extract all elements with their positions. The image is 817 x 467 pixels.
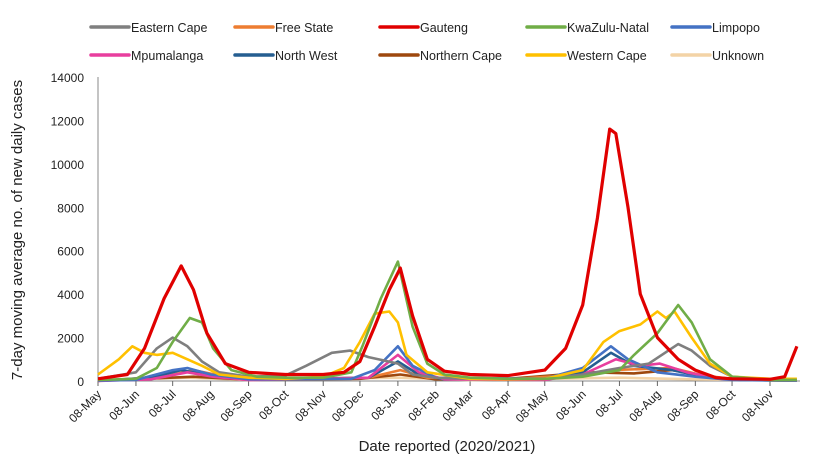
y-tick-label: 2000 xyxy=(57,332,84,346)
legend-item: Gauteng xyxy=(378,21,468,35)
x-tick-label: 08-Sep xyxy=(664,387,701,424)
legend-label: North West xyxy=(275,49,338,63)
x-tick-label: 08-Apr xyxy=(479,387,514,422)
legend-label: Mpumalanga xyxy=(131,49,203,63)
legend-label: Gauteng xyxy=(420,21,468,35)
y-tick-label: 8000 xyxy=(57,201,84,215)
series-lines xyxy=(97,127,799,383)
y-axis: 0 2000 4000 6000 8000 10000 12000 14000 xyxy=(51,71,99,389)
x-tick-label: 08-May xyxy=(66,387,104,425)
legend-item: KwaZulu-Natal xyxy=(525,21,649,35)
legend-label: Limpopo xyxy=(712,21,760,35)
y-tick-label: 10000 xyxy=(51,158,85,172)
legend-item: Limpopo xyxy=(670,21,760,35)
series-line-limpopo xyxy=(97,345,797,382)
x-tick-label: 08-Oct xyxy=(703,387,739,423)
legend-item: Northern Cape xyxy=(378,49,502,63)
x-tick-label: 08-May xyxy=(513,387,551,425)
legend-label: Northern Cape xyxy=(420,49,502,63)
x-tick-label: 08-Nov xyxy=(739,387,776,424)
x-tick-label: 08-Nov xyxy=(292,387,329,424)
x-tick-label: 08-Sep xyxy=(217,387,254,424)
legend-item: Unknown xyxy=(670,49,764,63)
y-tick-label: 6000 xyxy=(57,245,84,259)
series-line-eastern-cape xyxy=(97,336,797,382)
x-axis-title: Date reported (2020/2021) xyxy=(359,438,536,455)
legend-label: Eastern Cape xyxy=(131,21,207,35)
x-tick-label: 08-Jul xyxy=(593,387,626,420)
legend-item: Free State xyxy=(233,21,333,35)
x-tick-label: 08-Aug xyxy=(626,387,663,424)
series-line-gauteng xyxy=(97,127,799,381)
series-line-mpumalanga xyxy=(97,353,797,383)
y-tick-label: 0 xyxy=(77,375,84,389)
legend-item: Mpumalanga xyxy=(89,49,203,63)
legend-item: Eastern Cape xyxy=(89,21,207,35)
legend-label: Free State xyxy=(275,21,333,35)
y-tick-label: 4000 xyxy=(57,288,84,302)
x-axis: 08-May 08-Jun 08-Jul 08-Aug 08-Sep 08-Oct 08-N… xyxy=(66,380,800,425)
x-tick-label: 08-Mar xyxy=(439,387,476,424)
x-tick-label: 08-Jun xyxy=(553,387,589,423)
legend-item: North West xyxy=(233,49,338,63)
legend-label: Unknown xyxy=(712,49,764,63)
legend-label: Western Cape xyxy=(567,49,647,63)
x-tick-label: 08-Feb xyxy=(405,387,442,424)
x-tick-label: 08-Jun xyxy=(106,387,142,423)
y-tick-label: 12000 xyxy=(51,114,85,128)
x-tick-label: 08-Aug xyxy=(179,387,216,424)
y-axis-title: 7-day moving average no. of new daily ca… xyxy=(9,80,26,380)
x-tick-label: 08-Dec xyxy=(329,387,366,424)
x-tick-label: 08-Oct xyxy=(256,387,292,423)
legend-item: Western Cape xyxy=(525,49,647,63)
legend: Eastern Cape Free State Gauteng KwaZulu-Nat… xyxy=(89,21,764,63)
x-tick-label: 08-Jul xyxy=(146,387,179,420)
x-tick-label: 08-Jan xyxy=(368,387,404,423)
legend-label: KwaZulu-Natal xyxy=(567,21,649,35)
y-tick-label: 14000 xyxy=(51,71,85,85)
